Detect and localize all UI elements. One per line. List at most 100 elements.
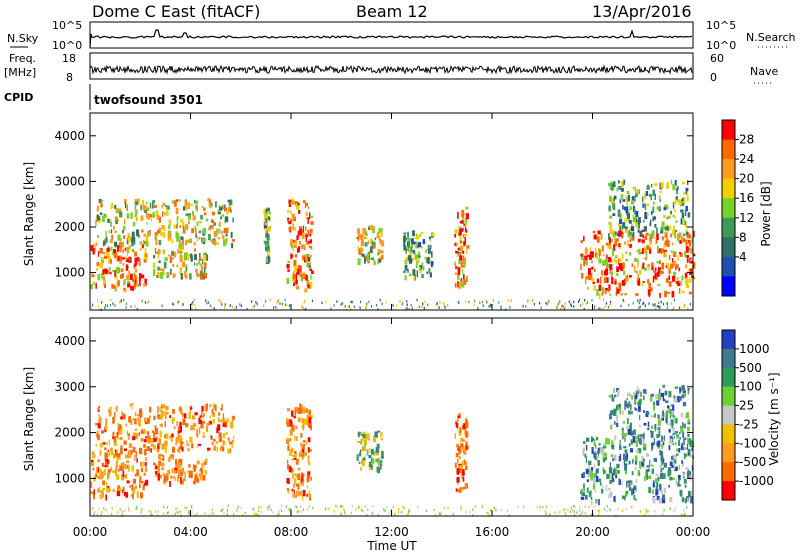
echo-cell (675, 281, 679, 285)
echo-cell (647, 263, 651, 268)
echo-cell (159, 407, 161, 413)
echo-cell (689, 240, 692, 247)
colorbar-frame (721, 119, 736, 297)
echo-cell (628, 219, 632, 224)
echo-cell (303, 440, 306, 443)
echo-cell (656, 246, 659, 253)
ground-scatter-cell (545, 512, 547, 516)
echo-cell (180, 479, 184, 485)
ground-scatter-cell (570, 303, 572, 306)
ground-scatter-cell (278, 510, 280, 513)
echo-cell (117, 485, 120, 492)
echo-cell (126, 205, 128, 209)
ground-scatter-cell (122, 513, 124, 516)
echo-cell (404, 275, 407, 281)
echo-cell (653, 458, 656, 462)
echo-cell (194, 412, 198, 416)
echo-cell (114, 241, 118, 247)
echo-cell (421, 274, 424, 279)
ground-scatter-cell (272, 510, 274, 514)
echo-cell (403, 235, 406, 241)
echo-cell (90, 284, 94, 290)
echo-cell (624, 492, 628, 497)
echo-cell (125, 454, 128, 459)
echo-cell (231, 443, 234, 448)
echo-cell (665, 400, 669, 404)
echo-cell (411, 238, 414, 244)
echo-cell (455, 488, 458, 492)
echo-cell (613, 181, 616, 187)
echo-cell (175, 437, 179, 444)
echo-cell (289, 449, 293, 456)
ground-scatter-cell (125, 302, 128, 305)
ground-scatter-cell (269, 298, 271, 302)
echo-cell (297, 461, 299, 464)
echo-cell (361, 253, 364, 257)
echo-cell (408, 241, 410, 249)
echo-cell (465, 278, 468, 281)
echo-cell (115, 266, 120, 274)
echo-cell (297, 467, 301, 471)
echo-cell (637, 189, 640, 193)
echo-cell (286, 277, 290, 284)
echo-cell (429, 258, 431, 262)
echo-cell (266, 257, 269, 263)
ground-scatter-cell (166, 506, 169, 509)
echo-cell (651, 445, 654, 449)
echo-cell (624, 450, 627, 453)
echo-cell (297, 417, 301, 423)
echo-cell (184, 224, 189, 230)
echo-cell (408, 249, 410, 253)
echo-cell (231, 243, 234, 249)
echo-cell (661, 490, 663, 495)
echo-cell (309, 268, 313, 271)
echo-cell (97, 488, 99, 493)
echo-cell (627, 418, 629, 425)
echo-cell (601, 291, 604, 296)
echo-cell (157, 445, 160, 449)
echo-cell (110, 221, 112, 227)
echo-cell (415, 261, 418, 268)
echo-cell (582, 447, 585, 452)
echo-cell (176, 421, 178, 426)
echo-cell (632, 186, 635, 190)
echo-cell (180, 470, 183, 477)
echo-cell (177, 434, 180, 440)
ground-scatter-cell (146, 301, 149, 305)
echo-cell (288, 200, 292, 207)
ground-scatter-cell (417, 506, 419, 509)
echo-cell (135, 216, 138, 222)
echo-cell (157, 272, 160, 279)
echo-cell (125, 258, 129, 263)
echo-cell (160, 454, 163, 457)
ground-scatter-cell (410, 304, 412, 307)
echo-cell (123, 225, 126, 231)
echo-cell (300, 277, 304, 282)
echo-cell (462, 234, 465, 238)
ground-scatter-cell (408, 308, 410, 311)
echo-cell (454, 234, 457, 238)
ground-scatter-cell (290, 507, 292, 511)
echo-cell (295, 483, 299, 487)
echo-cell (627, 233, 630, 238)
echo-cell (158, 438, 161, 445)
echo-cell (139, 408, 143, 415)
echo-cell (131, 285, 134, 291)
echo-cell (360, 431, 363, 436)
echo-cell (204, 470, 208, 475)
echo-cell (293, 227, 296, 231)
echo-cell (212, 220, 215, 223)
echo-cell (113, 248, 116, 254)
echo-cell (103, 468, 107, 476)
echo-cell (654, 413, 656, 418)
echo-cell (121, 411, 123, 417)
echo-cell (634, 211, 637, 215)
echo-cell (611, 394, 613, 398)
ground-scatter-cell (285, 303, 288, 307)
echo-cell (215, 441, 219, 444)
echo-cell (160, 409, 164, 416)
ground-scatter-cell (657, 305, 659, 308)
echo-cell (668, 216, 670, 219)
echo-cell (153, 269, 156, 276)
echo-cell (667, 226, 670, 232)
